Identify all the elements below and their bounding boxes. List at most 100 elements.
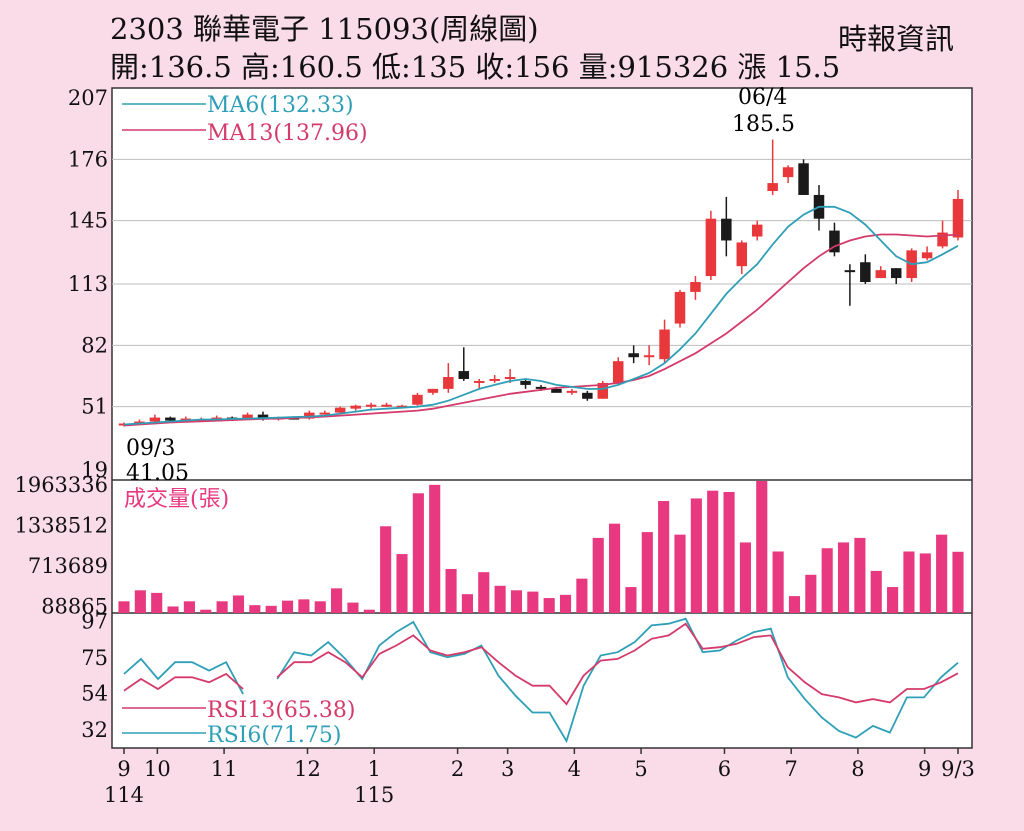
candle-body <box>751 224 763 237</box>
candle-body <box>473 380 485 383</box>
candle-body <box>937 232 948 247</box>
chart-title: 2303 聯華電子 115093(周線圖) <box>110 12 539 46</box>
volume-bar <box>363 609 375 613</box>
candle-body <box>628 353 639 358</box>
volume-bar <box>527 591 539 613</box>
candle-body <box>381 404 392 407</box>
volume-bar <box>510 590 523 613</box>
x-tick-label: 1 <box>368 757 381 781</box>
ma6-line <box>123 205 959 426</box>
volume-bar <box>265 605 277 613</box>
volume-bar <box>429 484 441 613</box>
candle-body <box>257 414 269 419</box>
x-tick-label: 2 <box>451 757 464 781</box>
volume-bar <box>559 594 572 613</box>
volume-bar <box>887 587 899 613</box>
candle-body <box>921 252 933 259</box>
volume-bar <box>854 537 866 613</box>
volume-bar <box>707 490 719 613</box>
volume-bar <box>151 592 163 613</box>
volume-bar <box>625 587 637 613</box>
price-summary: 開:136.5 高:160.5 低:135 收:156 量:915326 漲 1… <box>110 50 841 84</box>
low-date-annotation: 09/3 <box>126 436 175 461</box>
candle-body <box>443 377 454 389</box>
x-year-label: 115 <box>354 783 394 807</box>
candle-body <box>149 417 161 422</box>
rsi-tick-label: 97 <box>81 609 108 633</box>
ma6-legend-label: MA6(132.33) <box>207 93 354 118</box>
candle-body <box>551 388 562 393</box>
volume-bar <box>870 570 882 613</box>
volume-bar <box>347 602 359 613</box>
volume-bar <box>183 601 195 613</box>
volume-bar <box>592 537 604 613</box>
candle-body <box>412 394 423 405</box>
volume-bar <box>837 542 850 613</box>
candle-body <box>566 390 578 393</box>
rsi6-line <box>276 617 959 744</box>
candle-body <box>350 405 361 409</box>
price-tick-label: 145 <box>68 209 108 233</box>
x-tick-label: 7 <box>785 757 798 781</box>
volume-bar <box>903 551 915 613</box>
candle-body <box>134 421 145 424</box>
volume-bar <box>936 534 948 613</box>
volume-tick-label: 88865 <box>41 594 108 618</box>
volume-tick-label: 713689 <box>28 554 108 578</box>
high-value-annotation: 185.5 <box>732 112 795 137</box>
volume-bar <box>396 554 408 613</box>
candle-body <box>458 371 470 379</box>
volume-bar <box>380 526 392 613</box>
candle-body <box>396 405 408 408</box>
volume-bar <box>249 605 261 613</box>
candle-body <box>890 268 902 279</box>
volume-bar <box>281 600 294 613</box>
ma13-legend-label: MA13(137.96) <box>207 121 368 146</box>
x-tick-label: 9 <box>117 757 130 781</box>
candle-body <box>180 418 192 421</box>
price-tick-label: 19 <box>81 458 108 482</box>
candle-body <box>844 270 856 273</box>
candle-body <box>798 163 809 195</box>
volume-bar <box>756 481 768 613</box>
volume-bar <box>674 534 686 613</box>
volume-bar <box>167 606 179 613</box>
x-tick-label: 5 <box>634 757 647 781</box>
volume-bar <box>658 501 670 613</box>
low-value-annotation: 41.05 <box>126 461 189 486</box>
volume-bar <box>494 585 506 613</box>
x-tick-label: 12 <box>294 757 321 781</box>
volume-bar <box>805 574 817 613</box>
candle-body <box>612 361 624 383</box>
volume-bar <box>200 609 212 613</box>
rsi-tick-label: 75 <box>81 646 108 670</box>
candle-body <box>659 329 670 360</box>
candle-body <box>690 282 701 292</box>
rsi13-line <box>276 622 959 706</box>
candle-body <box>535 386 547 389</box>
price-tick-label: 207 <box>68 86 108 110</box>
candle-body <box>365 404 377 407</box>
candle-body <box>829 230 840 253</box>
volume-bar <box>788 596 801 613</box>
candle-body <box>427 388 439 393</box>
x-tick-label: 11 <box>211 757 238 781</box>
volume-bar <box>314 601 326 613</box>
volume-bar <box>118 601 130 613</box>
candle-body <box>597 382 609 399</box>
candle-body <box>860 262 871 283</box>
volume-bar <box>298 599 310 613</box>
rsi6-legend-label: RSI6(71.75) <box>207 723 341 748</box>
candle-body <box>489 378 500 381</box>
x-tick-label: 6 <box>718 757 731 781</box>
candle-body <box>875 270 887 279</box>
candle-body <box>504 377 516 379</box>
price-tick-label: 51 <box>81 395 108 419</box>
rsi6-line <box>123 657 244 695</box>
x-tick-label: 9/3 <box>941 757 975 781</box>
high-date-annotation: 06/4 <box>738 85 787 110</box>
volume-bar <box>478 572 490 613</box>
volume-bar <box>331 588 343 613</box>
x-tick-label: 9 <box>918 757 931 781</box>
